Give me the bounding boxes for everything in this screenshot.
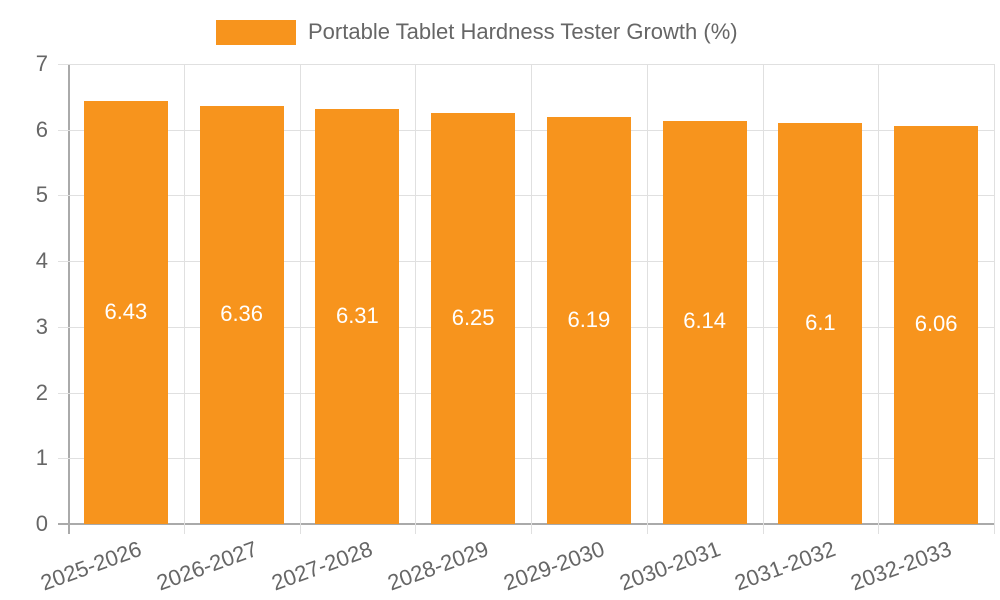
bar-value-label: 6.14 [683, 308, 727, 334]
gridline-vertical [994, 64, 995, 534]
y-tick-label: 2 [35, 379, 48, 405]
y-tick-label: 0 [35, 511, 48, 536]
gridline-horizontal [58, 129, 994, 131]
gridline-horizontal [58, 392, 994, 394]
y-tick-label: 3 [35, 313, 48, 339]
bar[interactable]: 6.14 [662, 120, 747, 524]
bar[interactable]: 6.43 [83, 101, 168, 524]
y-tick-label: 4 [35, 248, 48, 274]
bar-value-label: 6.1 [805, 309, 836, 335]
x-tick-label: 2026-2027 [152, 536, 261, 596]
bar-value-label: 6.31 [335, 302, 379, 328]
bar[interactable]: 6.06 [894, 125, 979, 524]
gridline-horizontal [58, 458, 994, 460]
gridline-vertical [646, 64, 648, 534]
x-tick-label: 2025-2026 [37, 536, 145, 596]
gridline-horizontal [58, 326, 994, 328]
bar-value-label: 6.25 [451, 304, 495, 330]
plot-area: 6.43 6.36 6.31 6.25 6.19 6.14 6.1 6.06 [58, 64, 995, 534]
gridline-vertical [878, 64, 880, 534]
x-tick-label: 2029-2030 [500, 536, 608, 596]
gridline-vertical [415, 64, 417, 534]
gridline-horizontal [58, 64, 994, 65]
gridline-horizontal [58, 261, 994, 263]
bar[interactable]: 6.19 [546, 117, 631, 524]
x-tick-label: 2032-2033 [847, 536, 955, 596]
legend-swatch [216, 19, 296, 45]
bar[interactable]: 6.31 [315, 109, 400, 524]
gridline-horizontal [58, 195, 994, 197]
y-tick-label: 1 [35, 445, 48, 471]
bar[interactable]: 6.36 [199, 106, 284, 524]
gridline-vertical [531, 64, 532, 534]
y-tick-label: 7 [35, 51, 48, 76]
gridline-vertical [299, 64, 301, 534]
bar-value-label: 6.06 [914, 310, 958, 336]
x-tick-label: 2027-2028 [268, 536, 377, 596]
legend-label: Portable Tablet Hardness Tester Growth (… [308, 19, 738, 44]
bar-value-label: 6.43 [104, 298, 148, 324]
chart-legend[interactable]: Portable Tablet Hardness Tester Growth (… [216, 18, 738, 46]
x-axis [58, 523, 994, 525]
bar[interactable]: 6.1 [778, 123, 863, 524]
x-tick-label: 2030-2031 [615, 536, 724, 596]
y-tick-label: 5 [35, 182, 48, 208]
gridline-vertical [183, 64, 185, 534]
gridline-vertical [762, 64, 764, 534]
bar-value-label: 6.36 [220, 301, 264, 327]
y-tick-label: 6 [35, 116, 48, 142]
bar-value-label: 6.19 [567, 306, 611, 332]
x-tick-label: 2031-2032 [731, 536, 840, 596]
y-axis [68, 64, 70, 534]
x-tick-label: 2028-2029 [384, 536, 492, 596]
bar[interactable]: 6.25 [431, 113, 516, 524]
